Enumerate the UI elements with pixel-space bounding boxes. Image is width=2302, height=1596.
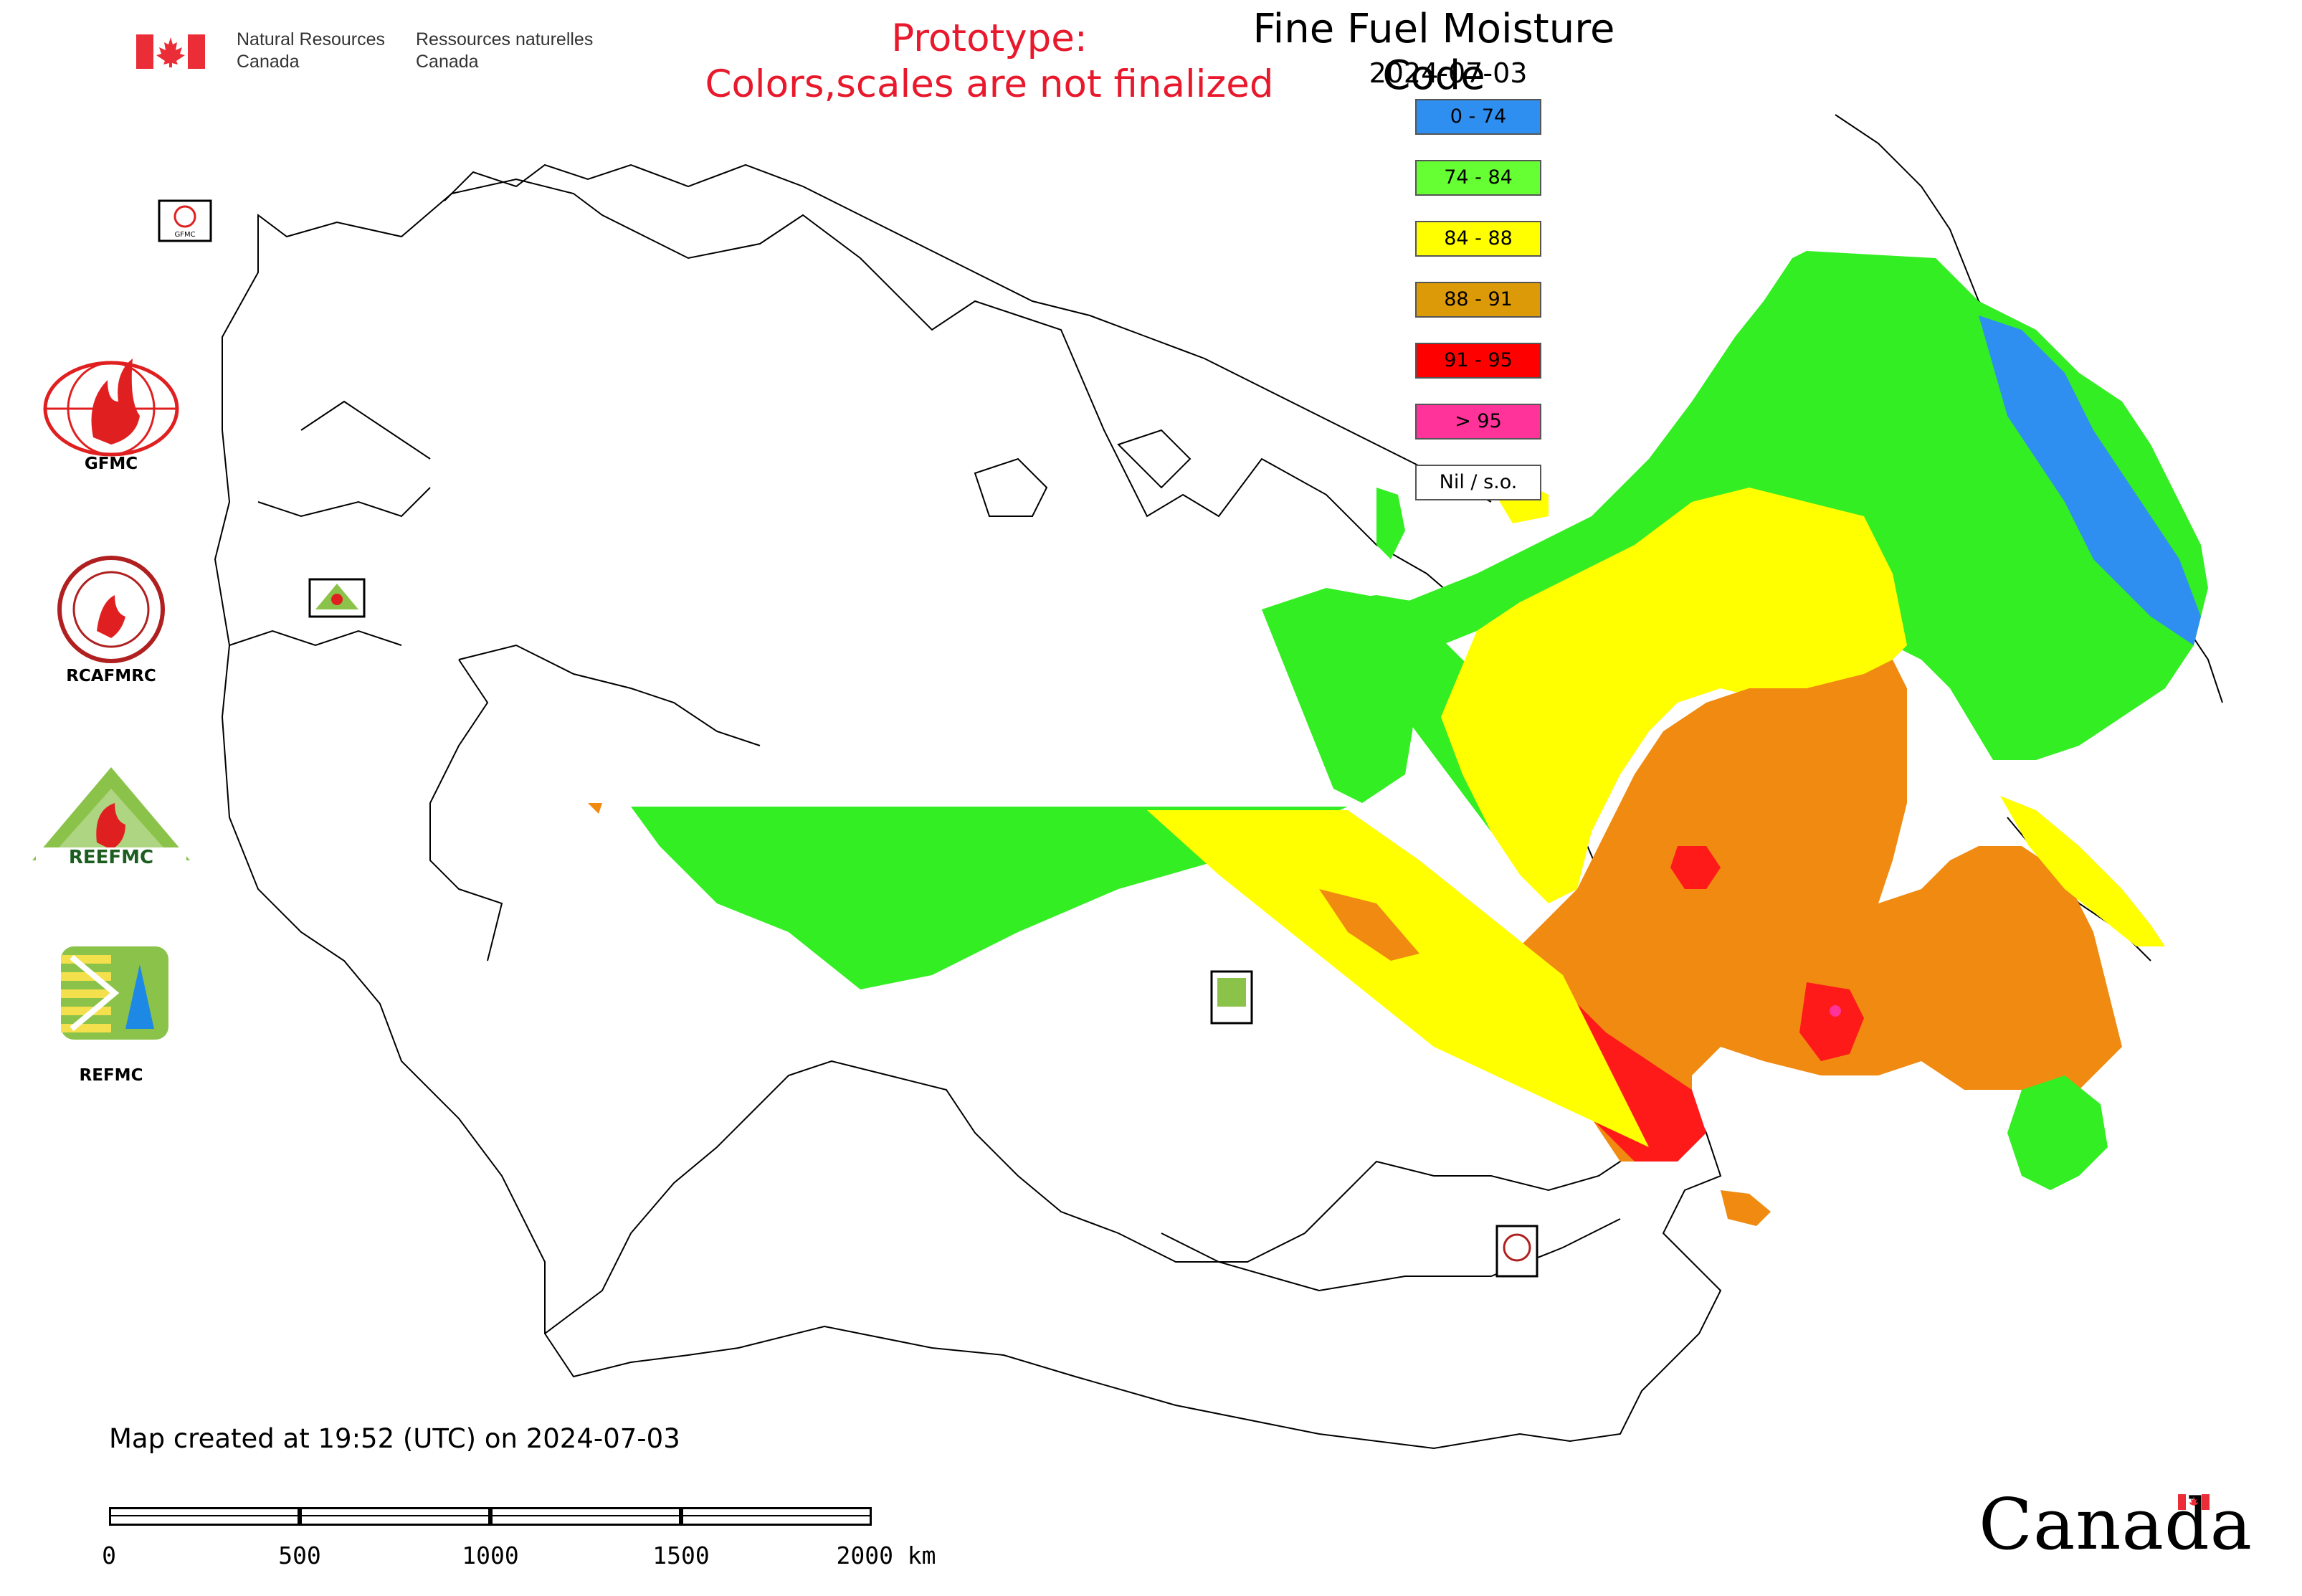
government-signature: Natural Resources Canada Ressources natu…: [136, 29, 624, 72]
canada-flag-icon: [136, 34, 153, 69]
department-name-en: Natural Resources Canada: [237, 29, 385, 73]
scale-bar: 0 500 1000 1500 2000 km: [102, 1498, 969, 1570]
department-name-fr: Ressources naturelles Canada: [416, 29, 593, 73]
map-title: Fine Fuel Moisture Code: [1252, 6, 1615, 99]
legend-item-nil: Nil / s.o.: [1415, 465, 1541, 500]
legend-item-74-84: 74 - 84: [1415, 160, 1541, 196]
logo-rcafmrc-label: RCAFMRC: [66, 667, 156, 685]
legend-item-91-95: 91 - 95: [1415, 343, 1541, 379]
logo-refmc-caption: REFMC: [29, 1066, 194, 1085]
logo-refmc: [61, 946, 168, 1040]
scale-label-0: 0: [102, 1542, 116, 1569]
logo-reefmc: REEFMC: [32, 767, 190, 868]
department-fr-line2: Canada: [416, 52, 479, 72]
ffmc-streaks: [588, 803, 1649, 1147]
prototype-line2: Colors,scales are not finalized: [705, 62, 1274, 106]
map-markers: GFMC: [158, 199, 1538, 1278]
logo-rcafmrc: [57, 556, 165, 663]
canada-flag-right-bar: [188, 34, 205, 69]
scale-segment: [490, 1507, 681, 1526]
legend-item-0-74: 0 - 74: [1415, 99, 1541, 135]
scale-segment: [109, 1507, 300, 1526]
svg-text:REEFMC: REEFMC: [69, 847, 153, 868]
scale-label-2000: 2000 km: [836, 1542, 936, 1569]
logo-gfmc-caption: GFMC: [29, 455, 194, 473]
prototype-notice: Prototype: Colors,scales are not finaliz…: [667, 16, 1312, 108]
ffmc-fill: [588, 251, 2208, 1226]
prototype-line1: Prototype:: [891, 16, 1088, 60]
logo-gfmc: [43, 358, 179, 457]
department-en-line1: Natural Resources: [237, 29, 386, 49]
department-fr-line1: Ressources naturelles: [416, 29, 594, 49]
legend-item-88-91: 88 - 91: [1415, 282, 1541, 318]
scale-segment: [300, 1507, 490, 1526]
legend-item-over-95: > 95: [1415, 404, 1541, 440]
canada-wordmark: Canada: [1979, 1484, 2253, 1566]
legend-item-84-88: 84 - 88: [1415, 221, 1541, 257]
maple-leaf-icon: [156, 37, 185, 67]
department-en-line2: Canada: [237, 52, 300, 72]
scale-label-1000: 1000: [462, 1542, 519, 1569]
map-created-timestamp: Map created at 19:52 (UTC) on 2024-07-03: [109, 1423, 680, 1454]
gfmc-marker-label: GFMC: [174, 231, 195, 239]
map-date: 2024-07-03: [1369, 57, 1528, 89]
wordmark-flag-icon: [2178, 1494, 2210, 1510]
logo-refmc-label: REFMC: [79, 1066, 143, 1085]
logo-gfmc-label: GFMC: [84, 455, 138, 473]
scale-label-500: 500: [278, 1542, 321, 1569]
scale-label-1500: 1500: [652, 1542, 710, 1569]
scale-segment: [681, 1507, 872, 1526]
logo-rcafmrc-caption: RCAFMRC: [29, 667, 194, 685]
